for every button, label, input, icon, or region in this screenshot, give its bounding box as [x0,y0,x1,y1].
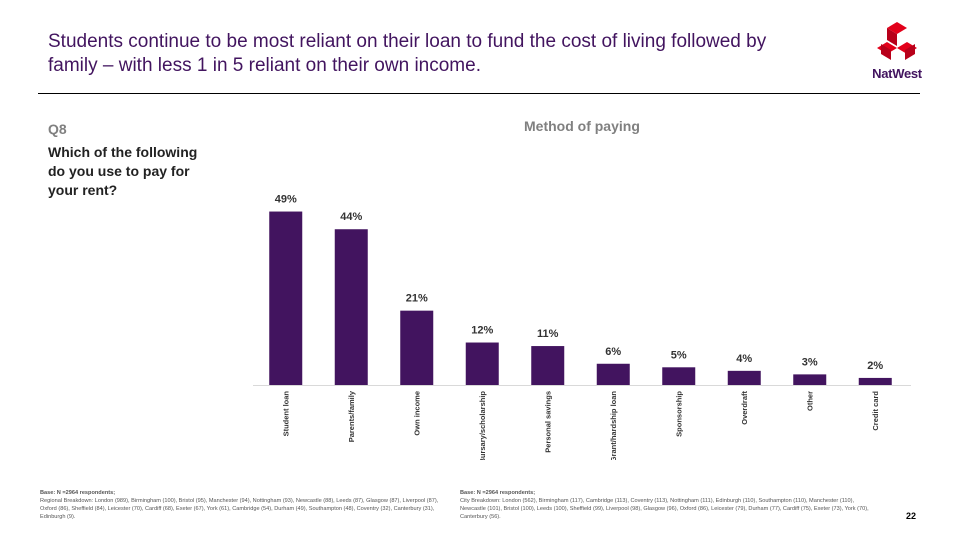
page-number: 22 [906,511,917,521]
natwest-cubes-icon [877,22,917,60]
brand-name: NatWest [872,66,922,81]
bar-4 [531,346,565,385]
bar-3 [465,342,499,385]
category-label-0: Student loan [281,391,290,437]
category-label-4: Personal savings [543,391,552,453]
category-label-2: Own income [412,391,421,436]
data-label-8: 3% [802,356,818,368]
category-label-8: Other [805,391,814,411]
data-label-4: 11% [537,328,559,340]
bar-1 [334,229,368,385]
data-label-7: 4% [736,353,752,365]
bar-7 [727,370,761,385]
category-label-1: Parents/family [347,390,356,442]
data-label-0: 49% [275,194,297,206]
natwest-logo: NatWest [866,20,928,84]
bar-9 [858,377,892,385]
bar-chart: 49% Student loan 44% Parents/family 21% Own i… [253,194,911,460]
footnote-left-heading: Base: N =2964 respondents; [40,490,116,496]
bar-0 [269,211,303,385]
category-label-9: Credit card [871,391,880,431]
footnote-left: Base: N =2964 respondents; Regional Brea… [40,489,452,521]
data-label-5: 6% [605,346,621,358]
footnote-right-heading: Base: N =2964 respondents; [460,490,536,496]
category-label-3: Bursary/scholarship [478,391,487,460]
footnote-right-text: City Breakdown: London (562), Birmingham… [460,498,869,520]
chart-title: Method of paying [524,118,640,134]
data-label-3: 12% [471,325,493,337]
question-code: Q8 [48,121,67,137]
bar-8 [793,374,827,385]
header-divider [38,93,920,94]
footnote-right: Base: N =2964 respondents; City Breakdow… [460,489,872,521]
category-label-6: Sponsorship [674,391,683,437]
data-label-2: 21% [406,293,428,305]
data-label-9: 2% [867,360,883,372]
question-text: Which of the following do you use to pay… [48,144,198,198]
bar-6 [662,367,696,385]
bar-5 [596,363,630,385]
slide-title: Students continue to be most reliant on … [48,31,767,76]
bar-2 [400,310,434,385]
category-label-7: Overdraft [740,391,749,425]
footnote-left-text: Regional Breakdown: London (989), Birmin… [40,498,439,520]
data-label-6: 5% [671,349,687,361]
category-label-5: Grant/hardship loan [609,391,618,460]
data-label-1: 44% [340,211,362,223]
